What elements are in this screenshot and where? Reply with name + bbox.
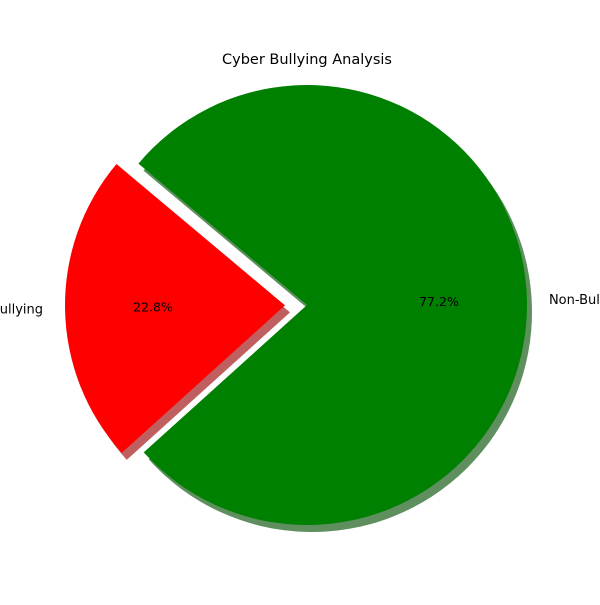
slice-layer — [65, 84, 528, 526]
label-layer: Bullying 22.8% Non-Bullying 77.2% — [0, 293, 600, 317]
slice-pct-label-non-bullying: 77.2% — [419, 294, 459, 309]
chart-title: Cyber Bullying Analysis — [222, 52, 392, 68]
pie-slice-non-bullying — [138, 84, 528, 526]
slice-label-non-bullying: Non-Bullying — [549, 293, 600, 308]
slice-label-bullying: Bullying — [0, 302, 43, 317]
pie-slice-bullying — [65, 163, 286, 453]
slice-pct-label-bullying: 22.8% — [133, 299, 173, 314]
